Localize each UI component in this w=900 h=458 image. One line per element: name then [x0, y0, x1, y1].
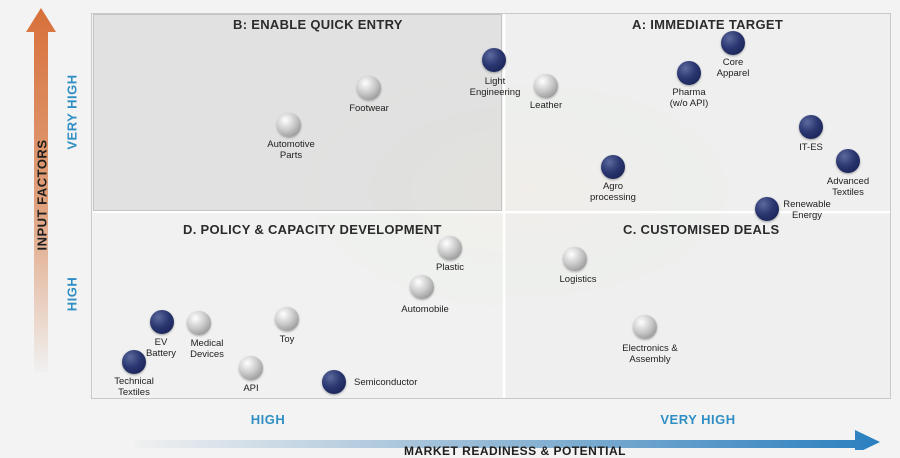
- quadrant-d: [93, 214, 502, 398]
- sector-dot: [677, 61, 701, 85]
- sector-dot: [836, 149, 860, 173]
- sector-label: IT-ES: [799, 142, 823, 153]
- sector-label: Agro processing: [590, 181, 636, 203]
- x-tick-high: HIGH: [250, 412, 286, 427]
- quadrant-d-title: D. POLICY & CAPACITY DEVELOPMENT: [183, 222, 442, 237]
- sector-label: Plastic: [436, 262, 464, 273]
- y-tick-high: HIGH: [64, 276, 80, 312]
- quadrant-a-title: A: IMMEDIATE TARGET: [632, 17, 784, 32]
- sector-label: Renewable Energy: [783, 199, 831, 221]
- sector-label: Light Engineering: [469, 76, 521, 98]
- y-axis-arrow: [26, 8, 56, 372]
- sector-dot: [150, 310, 174, 334]
- sector-dot: [122, 350, 146, 374]
- sector-label: Logistics: [559, 274, 597, 285]
- sector-dot: [438, 236, 462, 260]
- sector-dot: [187, 311, 211, 335]
- vertical-divider: [503, 14, 505, 398]
- quadrant-b: [93, 14, 502, 211]
- x-tick-very-high: VERY HIGH: [660, 412, 736, 427]
- quadrant-b-title: B: ENABLE QUICK ENTRY: [233, 17, 403, 32]
- sector-label: API: [243, 383, 259, 394]
- sector-dot: [322, 370, 346, 394]
- sector-label: Automobile: [401, 304, 449, 315]
- sector-dot: [410, 275, 434, 299]
- quadrant-a: [506, 14, 890, 211]
- sector-dot: [755, 197, 779, 221]
- sector-dot: [563, 247, 587, 271]
- sector-dot: [601, 155, 625, 179]
- horizontal-divider: [93, 211, 890, 213]
- sector-label: Automotive Parts: [267, 139, 315, 161]
- sector-label: Leather: [529, 100, 563, 111]
- sector-dot: [275, 307, 299, 331]
- sector-dot: [239, 356, 263, 380]
- sector-label: Medical Devices: [190, 338, 224, 360]
- x-axis-arrow: [135, 430, 880, 450]
- y-axis-title: INPUT FACTORS: [34, 139, 50, 251]
- sector-label: Core Apparel: [716, 57, 750, 79]
- x-axis-title: MARKET READINESS & POTENTIAL: [403, 444, 627, 458]
- y-tick-very-high: VERY HIGH: [64, 74, 80, 150]
- sector-label: Toy: [279, 334, 295, 345]
- sector-label: Semiconductor: [354, 377, 418, 388]
- sector-label: Footwear: [349, 103, 389, 114]
- sector-dot: [633, 315, 657, 339]
- quadrant-c: [506, 214, 890, 398]
- sector-dot: [482, 48, 506, 72]
- sector-dot: [357, 76, 381, 100]
- sector-label: EV Battery: [145, 337, 177, 359]
- sector-dot: [534, 74, 558, 98]
- sector-label: Pharma (w/o API): [669, 87, 709, 109]
- sector-label: Technical Textiles: [114, 376, 154, 398]
- sector-label: Electronics & Assembly: [622, 343, 678, 365]
- sector-label: Advanced Textiles: [826, 176, 870, 198]
- quadrant-c-title: C. CUSTOMISED DEALS: [623, 222, 780, 237]
- sector-dot: [721, 31, 745, 55]
- sector-dot: [277, 113, 301, 137]
- sector-dot: [799, 115, 823, 139]
